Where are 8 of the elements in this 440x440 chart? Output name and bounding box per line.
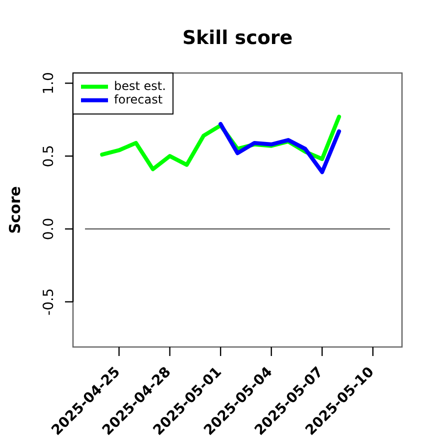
y-axis-title: Score (6, 186, 24, 234)
y-tick-label: 0.5 (41, 144, 57, 168)
y-tick-label: 1.0 (41, 72, 57, 94)
legend-label: best est. (114, 78, 166, 93)
y-tick-label: 0.0 (41, 218, 57, 240)
legend-label: forecast (114, 92, 163, 106)
y-tick-label: -0.5 (41, 288, 57, 316)
chart-title: Skill score (182, 27, 293, 49)
